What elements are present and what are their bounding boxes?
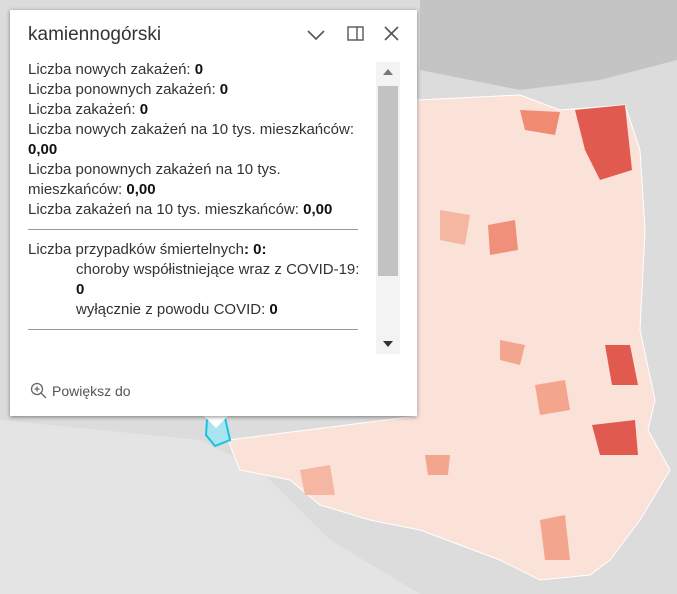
deaths-list: choroby współistniejące wraz z COVID-19:…	[28, 260, 368, 320]
field: Liczba nowych zakażeń na 10 tys. mieszka…	[28, 120, 368, 160]
field-label: Liczba zakażeń:	[28, 101, 136, 118]
popup-pointer	[203, 415, 229, 428]
land	[0, 420, 420, 594]
field-list: Liczba nowych zakażeń: 0 Liczba ponownych…	[28, 60, 368, 220]
field: Liczba ponownych zakażeń na 10 tys. mies…	[28, 160, 368, 200]
field: Liczba ponownych zakażeń: 0	[28, 80, 368, 100]
field-value: 0	[219, 81, 229, 98]
collapse-button[interactable]	[306, 24, 326, 44]
field-value: : 0:	[243, 241, 267, 258]
zoom-action[interactable]: Powiększ do	[30, 382, 131, 400]
field-label: wyłącznie z powodu COVID:	[76, 301, 266, 318]
field-label: Liczba nowych zakażeń:	[28, 61, 191, 78]
field-value: 0	[76, 281, 85, 298]
region	[500, 340, 525, 365]
region	[300, 465, 335, 495]
field-label: choroby współistniejące wraz z COVID-19:	[76, 261, 360, 278]
deaths-field: Liczba przypadków śmiertelnych: 0:	[28, 240, 368, 260]
field: wyłącznie z powodu COVID: 0	[28, 300, 368, 320]
region	[535, 380, 570, 415]
field-label: Liczba ponownych zakażeń na 10 tys. mies…	[28, 161, 281, 198]
dock-button[interactable]	[346, 24, 366, 44]
region	[575, 105, 632, 180]
region	[592, 420, 638, 455]
field: Liczba nowych zakażeń: 0	[28, 60, 368, 80]
zoom-label[interactable]: Powiększ do	[52, 383, 131, 399]
region	[605, 345, 638, 385]
close-button[interactable]	[382, 24, 402, 44]
field-value: 0,00	[126, 181, 156, 198]
field-value: 0,00	[303, 201, 333, 218]
field: choroby współistniejące wraz z COVID-19:…	[28, 260, 368, 300]
region	[540, 515, 570, 560]
field: Liczba zakażeń: 0	[28, 100, 368, 120]
field-label: Liczba zakażeń na 10 tys. mieszkańców:	[28, 201, 299, 218]
field-value: 0,00	[28, 141, 58, 158]
zoom-icon	[30, 382, 47, 399]
field-label: Liczba nowych zakażeń na 10 tys. mieszka…	[28, 121, 354, 138]
region	[488, 220, 518, 255]
field: Liczba zakażeń na 10 tys. mieszkańców: 0…	[28, 200, 368, 220]
field-label: Liczba przypadków śmiertelnych	[28, 241, 244, 258]
field-label: Liczba ponownych zakażeń:	[28, 81, 216, 98]
region	[425, 455, 450, 475]
region	[520, 110, 560, 135]
field-value: 0	[269, 301, 278, 318]
region	[440, 210, 470, 245]
popup-content: Liczba nowych zakażeń: 0 Liczba ponownych…	[28, 60, 368, 352]
popup-title: kamiennogórski	[28, 24, 162, 45]
scroll-thumb[interactable]	[378, 86, 398, 276]
separator	[28, 329, 358, 330]
separator	[28, 229, 358, 230]
scroll-down[interactable]	[376, 334, 400, 354]
field-value: 0	[194, 61, 204, 78]
scroll-up[interactable]	[376, 62, 400, 82]
sea	[420, 0, 677, 90]
scrollbar[interactable]	[376, 62, 400, 354]
field-value: 0	[139, 101, 149, 118]
poland	[227, 94, 671, 581]
